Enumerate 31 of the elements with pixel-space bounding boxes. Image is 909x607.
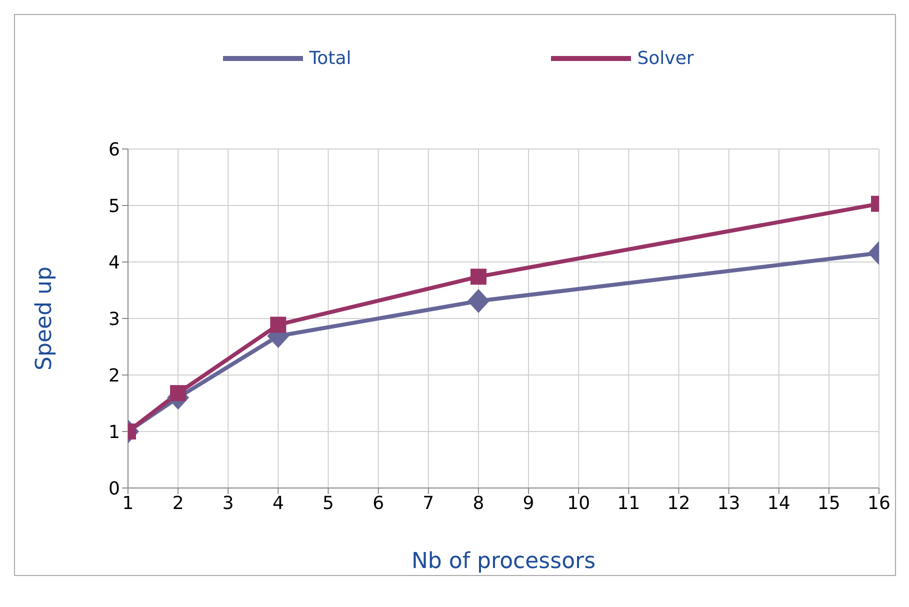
y-tick-label: 3: [108, 308, 120, 330]
y-tick-label: 0: [108, 478, 120, 500]
x-tick-label: 10: [567, 492, 590, 514]
x-tick-label: 12: [667, 492, 690, 514]
y-axis-title: Speed up: [32, 266, 57, 370]
x-tick-label: 1: [122, 492, 134, 514]
y-tick-label: 1: [108, 422, 120, 443]
y-tick-label: 2: [108, 365, 120, 386]
x-tick-label: 16: [868, 492, 890, 514]
x-tick-label: 3: [222, 492, 234, 514]
point: [270, 316, 286, 333]
legend-label: Solver: [637, 48, 694, 69]
x-tick-label: 8: [472, 492, 484, 514]
y-tick-label: 4: [108, 252, 120, 274]
x-tick-label: 15: [817, 492, 840, 514]
point: [170, 385, 186, 402]
x-tick-label: 7: [422, 492, 434, 514]
y-tick-label: 6: [108, 139, 120, 160]
x-tick-label: 13: [717, 492, 740, 514]
legend-label: Total: [309, 48, 352, 69]
x-axis-title: Nb of processors: [411, 549, 596, 574]
y-tick-label: 5: [108, 196, 120, 217]
x-tick-label: 2: [172, 492, 184, 514]
x-tick-label: 14: [767, 492, 790, 514]
x-tick-label: 6: [372, 492, 384, 514]
x-tick-label: 5: [322, 492, 334, 514]
x-tick-label: 11: [617, 492, 640, 514]
x-tick-label: 9: [522, 492, 534, 514]
x-tick-label: 4: [272, 492, 284, 514]
point: [467, 288, 490, 313]
point: [470, 268, 486, 285]
